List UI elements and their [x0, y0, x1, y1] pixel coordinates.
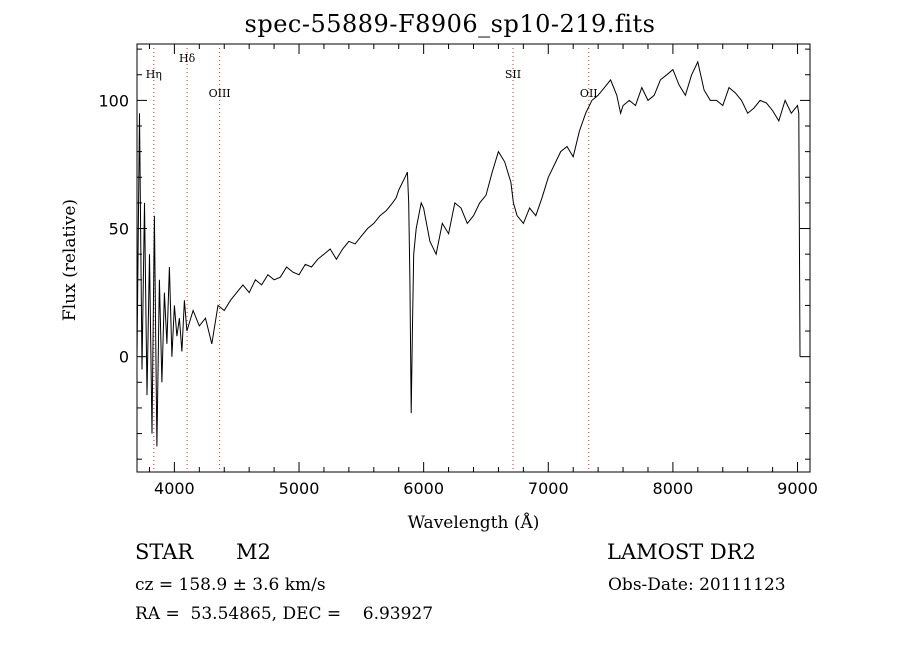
x-tick-label: 9000 — [777, 479, 818, 498]
cz-value: cz = 158.9 ± 3.6 km/s — [135, 575, 326, 595]
y-tick-label: 100 — [98, 91, 129, 110]
line-marker-label: Hδ — [179, 52, 196, 65]
obs-date: Obs-Date: 20111123 — [608, 575, 786, 595]
plot-axes: 4000 5000 6000 7000 8000 9000 0 50 100 — [98, 43, 818, 498]
line-marker-label: OIII — [209, 87, 231, 100]
line-marker-label: OII — [580, 87, 598, 100]
y-tick-label: 0 — [119, 348, 129, 367]
spectrum-line — [136, 60, 801, 447]
x-tick-label: 4000 — [154, 479, 195, 498]
x-axis-label: Wavelength (Å) — [408, 512, 540, 533]
y-axis-label: Flux (relative) — [60, 199, 80, 321]
x-tick-label: 7000 — [528, 479, 569, 498]
object-class: STAR — [135, 540, 194, 564]
line-marker-label: Hη — [146, 68, 162, 81]
x-tick-label: 5000 — [279, 479, 320, 498]
line-marker-label: SII — [505, 68, 521, 81]
x-tick-label: 6000 — [403, 479, 444, 498]
line-markers: Hη Hδ OIII SII OII — [146, 48, 598, 472]
chart-title: spec-55889-F8906_sp10-219.fits — [244, 10, 656, 38]
survey-name: LAMOST DR2 — [607, 540, 756, 564]
x-tick-label: 8000 — [653, 479, 694, 498]
coordinates: RA = 53.54865, DEC = 6.93927 — [135, 604, 434, 624]
spectrum-series — [136, 60, 801, 447]
y-tick-label: 50 — [109, 220, 129, 239]
object-subclass: M2 — [236, 540, 271, 564]
plot-frame — [136, 43, 811, 473]
